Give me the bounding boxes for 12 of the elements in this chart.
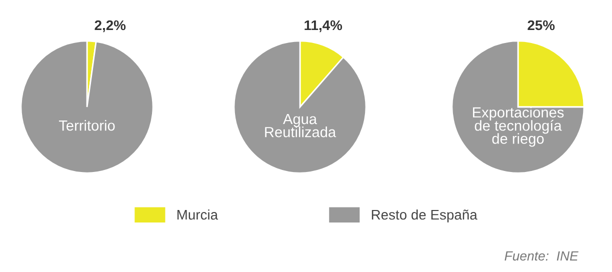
data-label: 25% (528, 20, 555, 30)
pie-slice (20, 40, 154, 174)
data-label: 2,2% (94, 20, 126, 32)
pie-slice (451, 40, 585, 174)
source-note: Fuente: INE (504, 251, 578, 261)
legend-label: Murcia (177, 209, 218, 220)
data-label: 11,4% (304, 20, 342, 32)
text: Agua Reutilizada (265, 114, 336, 138)
pie-slice (233, 40, 367, 174)
text: Territorio (58, 120, 115, 131)
legend-label: Resto de España (372, 209, 478, 222)
text: Exportaciones de tecnología de riego (472, 106, 564, 147)
